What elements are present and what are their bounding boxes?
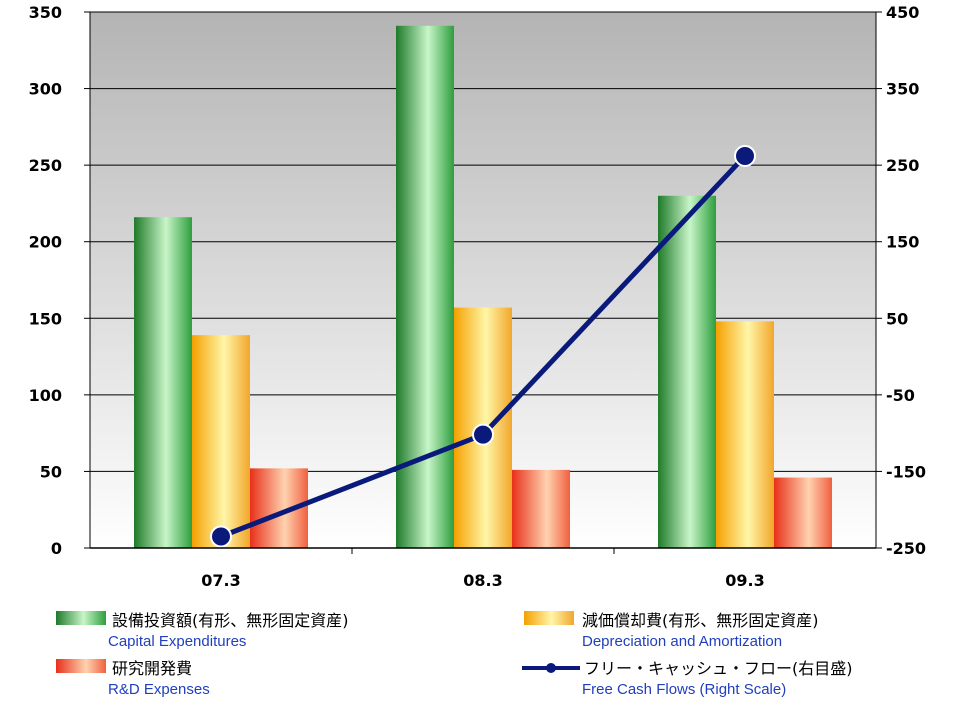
legend-dep-en: Depreciation and Amortization: [582, 633, 783, 650]
legend-rd-jp: 研究開発費: [112, 659, 193, 678]
left-tick-label: 100: [29, 386, 62, 405]
legend-fcf-jp: フリー・キャッシュ・フロー(右目盛): [584, 659, 853, 678]
right-axis-ticks: -250 -150 -50 50 150 250 350 450: [876, 3, 926, 558]
legend-dep-jp: 減価償却費(有形、無形固定資産): [582, 611, 819, 630]
left-axis-ticks: 0 50 100 150 200 250 300 350: [29, 3, 90, 558]
right-tick-label: 150: [886, 233, 919, 252]
legend-rd-en: R&D Expenses: [108, 681, 210, 698]
fcf-point: [210, 525, 232, 548]
left-tick-label: 150: [29, 309, 62, 328]
bar: [716, 321, 774, 548]
line-series: [210, 144, 756, 548]
legend-fcf-en: Free Cash Flows (Right Scale): [582, 681, 787, 698]
legend-capex-en: Capital Expenditures: [108, 633, 247, 650]
fcf-point: [472, 423, 494, 446]
left-tick-label: 300: [29, 80, 62, 99]
right-tick-label: -250: [886, 539, 926, 558]
right-tick-label: 350: [886, 80, 919, 99]
bar: [192, 335, 250, 548]
x-tick-label: 07.3: [201, 571, 240, 590]
left-tick-label: 350: [29, 3, 62, 22]
x-tick-label: 09.3: [725, 571, 764, 590]
axes: [89, 12, 877, 549]
right-tick-label: 450: [886, 3, 919, 22]
x-axis-ticks: 07.3 08.3 09.3: [201, 548, 765, 590]
legend-capex-jp: 設備投資額(有形、無形固定資産): [112, 611, 349, 630]
legend-swatch-fcf: [522, 663, 580, 673]
legend-swatch-rd: [56, 659, 106, 673]
fcf-point: [734, 144, 756, 167]
right-tick-label: 250: [886, 156, 919, 175]
combo-chart: 0 50 100 150 200 250 300 350 -250 -150 -50 50 150 25…: [29, 3, 926, 590]
bar: [658, 195, 716, 548]
legend-swatch-dep: [524, 611, 574, 625]
legend-swatch-capex: [56, 611, 106, 625]
left-tick-label: 200: [29, 233, 62, 252]
left-tick-label: 250: [29, 156, 62, 175]
right-tick-label: -50: [886, 386, 915, 405]
x-tick-label: 08.3: [463, 571, 502, 590]
bar: [774, 477, 832, 548]
bar: [134, 217, 192, 548]
right-tick-label: -150: [886, 462, 926, 481]
left-tick-label: 50: [40, 462, 62, 481]
bar: [512, 469, 570, 548]
right-tick-label: 50: [886, 309, 908, 328]
bar: [396, 25, 454, 549]
bar-series: [134, 25, 832, 549]
left-tick-label: 0: [51, 539, 62, 558]
